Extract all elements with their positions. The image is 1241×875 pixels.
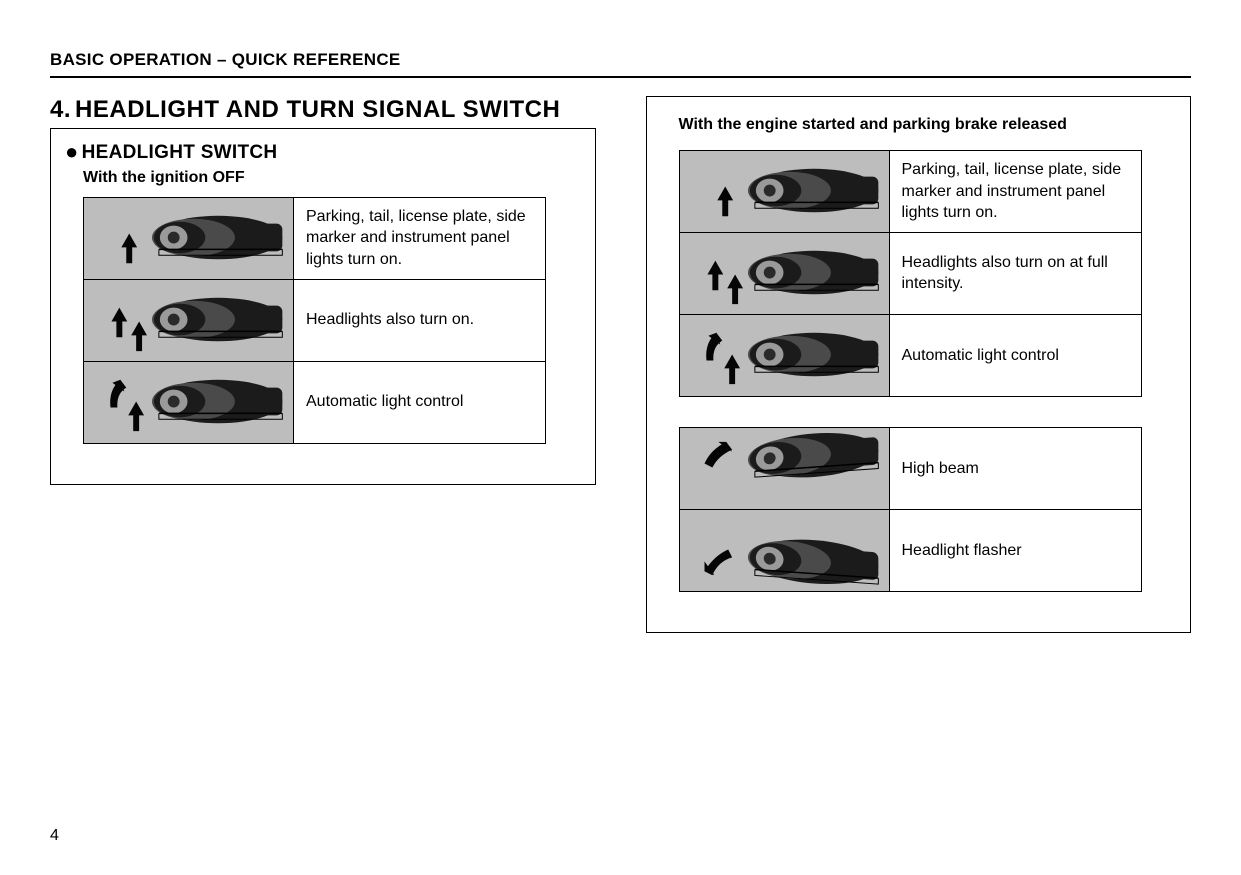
switch-table-right-2: High beam Headlight flasher [679,427,1142,592]
desc-cell: High beam [889,427,1141,509]
lever-icon [680,428,889,509]
lever-image-cell [679,314,889,396]
desc-cell: Headlights also turn on. [294,279,546,361]
lever-image-cell [679,232,889,314]
switch-table-right-1: Parking, tail, license plate, side marke… [679,150,1142,397]
table-row: Headlight flasher [679,509,1141,591]
lever-icon [680,510,889,591]
lever-icon [680,233,889,314]
section-title-text: HEADLIGHT AND TURN SIGNAL SWITCH [75,96,560,123]
table-row: Headlights also turn on. [84,279,546,361]
condition-text: With the engine started and parking brak… [679,115,1177,136]
table-row: Automatic light control [679,314,1141,396]
lever-icon [84,198,293,279]
subheading-text: HEADLIGHT SWITCH [82,142,278,163]
desc-cell: Parking, tail, license plate, side marke… [294,197,546,279]
desc-cell: Parking, tail, license plate, side marke… [889,150,1141,232]
lever-icon [680,151,889,232]
right-panel: With the engine started and parking brak… [646,96,1192,633]
lever-icon [680,315,889,396]
table-row: Parking, tail, license plate, side marke… [679,150,1141,232]
desc-cell: Automatic light control [889,314,1141,396]
lever-image-cell [679,150,889,232]
page-header: BASIC OPERATION – QUICK REFERENCE [50,50,1191,78]
lever-icon [84,280,293,361]
desc-cell: Headlight flasher [889,509,1141,591]
table-row: Automatic light control [84,361,546,443]
condition-text: With the ignition OFF [83,169,581,187]
table-row: Parking, tail, license plate, side marke… [84,197,546,279]
section-number: 4. [50,96,75,123]
table-row: Headlights also turn on at full intensit… [679,232,1141,314]
desc-cell: Automatic light control [294,361,546,443]
section-title: 4.HEADLIGHT AND TURN SIGNAL SWITCH [50,96,596,124]
left-panel: ●HEADLIGHT SWITCH With the ignition OFF … [50,128,596,485]
switch-table-left: Parking, tail, license plate, side marke… [83,197,546,444]
table-row: High beam [679,427,1141,509]
page-number: 4 [50,827,59,845]
lever-image-cell [679,427,889,509]
lever-image-cell [84,361,294,443]
bullet-icon: ● [65,139,82,164]
subheading: ●HEADLIGHT SWITCH [65,139,581,165]
lever-image-cell [84,279,294,361]
lever-image-cell [679,509,889,591]
right-column: With the engine started and parking brak… [646,96,1192,633]
desc-cell: Headlights also turn on at full intensit… [889,232,1141,314]
lever-image-cell [84,197,294,279]
left-column: 4.HEADLIGHT AND TURN SIGNAL SWITCH ●HEAD… [50,96,596,633]
lever-icon [84,362,293,443]
